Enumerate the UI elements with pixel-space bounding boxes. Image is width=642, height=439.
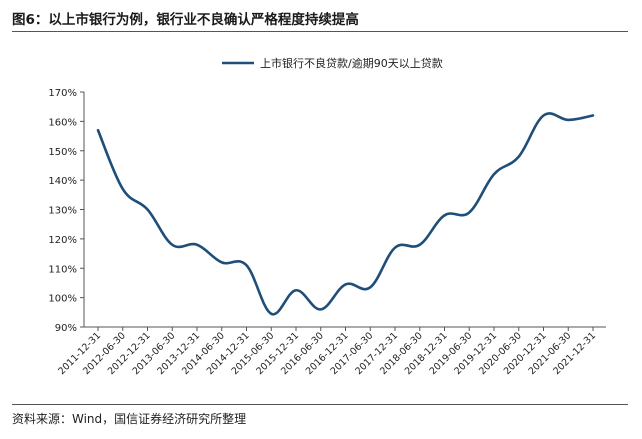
chart-legend: 上市银行不良贷款/逾期90天以上贷款 (222, 56, 443, 70)
y-tick-label: 120% (48, 235, 77, 246)
y-tick-label: 150% (48, 147, 77, 158)
legend-label: 上市银行不良贷款/逾期90天以上贷款 (260, 56, 443, 70)
figure-title: 图6：以上市银行为例，银行业不良确认严格程度持续提高 (12, 12, 359, 28)
y-tick-label: 100% (48, 294, 77, 305)
y-tick-label: 170% (48, 88, 77, 99)
series-line (96, 112, 595, 316)
y-tick-label: 90% (55, 323, 77, 334)
y-tick-label: 130% (48, 206, 77, 217)
y-tick-label: 160% (48, 117, 77, 128)
y-axis: 90% 100% 110% 120% 130% 140% 150% 160% 170% (48, 88, 85, 334)
top-rule (12, 31, 628, 32)
y-tick-label: 140% (48, 176, 77, 187)
source-note: 资料来源：Wind，国信证券经济研究所整理 (12, 412, 247, 426)
bottom-rule (12, 404, 628, 405)
x-axis: 2011-12-312012-06-302012-12-312013-06-30… (56, 326, 606, 377)
line-chart: 上市银行不良贷款/逾期90天以上贷款 90% 100% 110% 120% 130% 14… (48, 56, 606, 377)
y-tick-label: 110% (48, 264, 77, 275)
plot-area (96, 112, 595, 316)
